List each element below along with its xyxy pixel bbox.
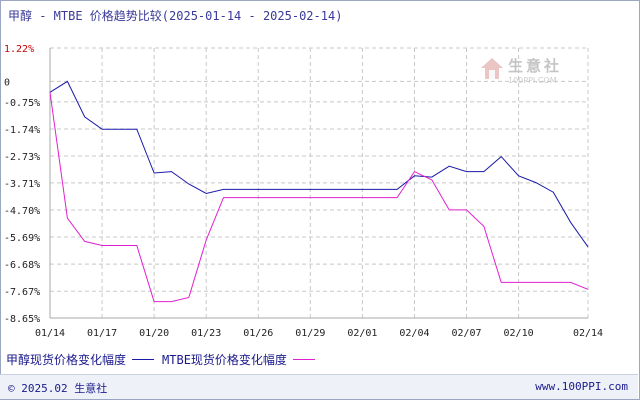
y-tick-label: 1.22%	[4, 44, 34, 55]
footer-bar: © 2025.02 生意社 www.100PPI.com	[0, 374, 638, 399]
y-tick-label: -4.70%	[4, 206, 40, 217]
legend-label-series-1: 甲醇现货价格变化幅度	[6, 353, 127, 367]
x-tick-label: 02/14	[573, 328, 603, 339]
footer-site-link[interactable]: www.100PPI.com	[535, 380, 628, 393]
legend-label-series-2: MTBE现货价格变化幅度	[162, 353, 287, 367]
footer-copyright: © 2025.02 生意社	[8, 382, 108, 395]
watermark-brand: 生意社	[508, 57, 563, 75]
watermark-logo: 生意社 100PPI.COM	[478, 55, 578, 95]
x-tick-label: 02/07	[451, 328, 481, 339]
chart-title: 甲醇 - MTBE 价格趋势比较(2025-01-14 - 2025-02-14…	[8, 9, 343, 23]
series-line-1	[49, 80, 589, 248]
y-tick-label: -5.69%	[4, 233, 40, 244]
x-tick-label: 01/26	[243, 328, 273, 339]
y-tick-label: -3.71%	[4, 179, 40, 190]
legend: 甲醇现货价格变化幅度 MTBE现货价格变化幅度	[6, 351, 323, 368]
x-tick-label: 01/29	[295, 328, 325, 339]
x-tick-label: 02/10	[504, 328, 534, 339]
legend-item-series-1: 甲醇现货价格变化幅度	[6, 351, 155, 368]
line-chart: 1.22% 0 -0.75% -1.74% -2.73% -3.71% -4.70% -5.6…	[4, 44, 603, 339]
y-tick-label: 0	[4, 77, 10, 88]
x-tick-label: 01/14	[35, 328, 65, 339]
y-tick-label: -2.73%	[4, 152, 40, 163]
legend-swatch-series-2	[292, 359, 315, 360]
legend-item-series-2: MTBE现货价格变化幅度	[162, 351, 315, 368]
watermark-site: 100PPI.COM	[508, 76, 557, 85]
series-line-2	[49, 92, 589, 303]
y-tick-label: -8.65%	[4, 314, 40, 325]
y-tick-label: -1.74%	[4, 125, 40, 136]
x-tick-label: 01/20	[139, 328, 169, 339]
y-tick-label: -7.67%	[4, 287, 40, 298]
x-tick-label: 01/23	[191, 328, 221, 339]
legend-swatch-series-1	[132, 359, 155, 360]
x-tick-label: 02/01	[347, 328, 377, 339]
y-tick-label: -0.75%	[4, 98, 40, 109]
x-tick-label: 02/04	[399, 328, 429, 339]
x-tick-label: 01/17	[87, 328, 117, 339]
house-icon	[481, 58, 503, 79]
y-tick-label: -6.68%	[4, 260, 40, 271]
